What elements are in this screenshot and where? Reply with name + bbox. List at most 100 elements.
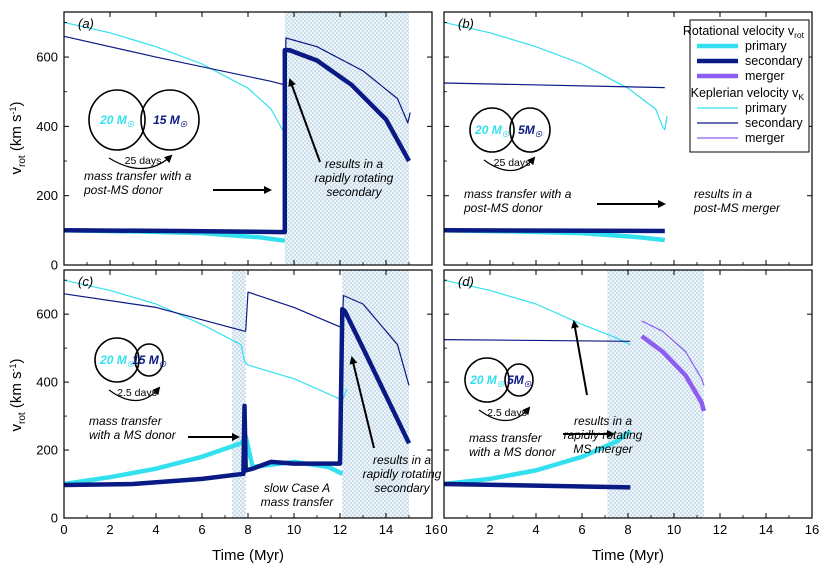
panel-c: 0 2 4 6 8 10 12 14 16 0 200 400 600 (c) mass transfer w… [36, 269, 442, 537]
annotation: results in a post-MS merger [693, 187, 781, 215]
x-axis-label: Time (Myr) [212, 547, 284, 564]
annotation-arrow [288, 78, 321, 163]
x-tick-label: 16 [805, 522, 819, 537]
x-tick-label: 12 [333, 522, 347, 537]
orbit-direction-arrow [483, 156, 536, 172]
legend-label-rotational-merger: merger [745, 69, 785, 83]
legend-title: Keplerian velocity vK [691, 86, 805, 102]
rotational-secondary-line [443, 481, 631, 490]
x-tick-label: 6 [198, 522, 205, 537]
secondary-roche-lobe [134, 343, 164, 377]
x-tick-label: 12 [713, 522, 727, 537]
legend: Rotational velocity vrot Keplerian veloci… [683, 19, 810, 153]
y-tick-label: 0 [51, 258, 58, 273]
annotation: mass transfer with a MS donor [469, 431, 557, 459]
keplerian-primary-line [443, 21, 668, 131]
binary-system-diagram: 20 M☉ 5M☉ 2.5 days [464, 357, 534, 422]
rotational-primary-line [443, 429, 632, 487]
primary-roche-lobe [469, 107, 515, 153]
annotation: mass transfer with a MS donor [89, 414, 177, 442]
x-tick-label: 6 [578, 522, 585, 537]
legend-label-keplerian-primary: primary [745, 101, 787, 115]
binary-system-diagram: 20 M☉ 15 M☉ 25 days [88, 89, 200, 170]
annotation: results in a rapidly rotating secondary [363, 453, 442, 495]
y-tick-label: 400 [36, 375, 58, 390]
x-tick-label: 2 [486, 522, 493, 537]
rotational-merger-line [640, 334, 707, 412]
x-tick-label: 0 [440, 522, 447, 537]
x-tick-label: 8 [624, 522, 631, 537]
orbit-direction-arrow [478, 406, 531, 422]
x-tick-label: 8 [244, 522, 251, 537]
y-tick-label: 600 [36, 50, 58, 65]
x-axis-label: Time (Myr) [592, 547, 664, 564]
orbit-direction-arrow [108, 386, 161, 402]
binary-system-diagram: 20 M☉15 M☉ 2.5 days [94, 337, 167, 402]
orbital-period-label: 25 days [494, 157, 531, 169]
x-tick-label: 4 [152, 522, 159, 537]
y-tick-label: 400 [36, 119, 58, 134]
mass-transfer-shading [231, 270, 246, 518]
primary-mass-label: 20 M☉ [99, 113, 135, 129]
x-tick-label: 10 [287, 522, 301, 537]
legend-label-rotational-primary: primary [745, 39, 787, 53]
secondary-mass-label: 5M☉ [507, 373, 532, 389]
annotation-arrow [349, 356, 375, 449]
mass-transfer-shading [607, 270, 704, 518]
y-axis-label: vrot (km s-1) [8, 358, 28, 431]
primary-mass-label: 20 M☉ [469, 373, 505, 389]
panel-letter: (c) [78, 274, 93, 289]
keplerian-secondary-line [63, 291, 410, 386]
y-tick-label: 200 [36, 188, 58, 203]
secondary-roche-lobe [140, 89, 200, 151]
secondary-roche-lobe [509, 107, 551, 153]
y-tick-label: 600 [36, 307, 58, 322]
primary-mass-label: 20 M☉ [99, 353, 135, 369]
keplerian-secondary-line [63, 35, 411, 124]
rotational-secondary-line [443, 228, 665, 234]
primary-roche-lobe [88, 89, 146, 151]
legend-label-keplerian-secondary: secondary [745, 116, 803, 130]
annotation: mass transfer with a post-MS donor [463, 187, 572, 215]
x-tick-label: 2 [106, 522, 113, 537]
primary-roche-lobe [464, 357, 510, 403]
panel-b: (b) mass transfer with a post-MS donor resu… [443, 11, 813, 266]
x-tick-label: 10 [667, 522, 681, 537]
y-tick-label: 200 [36, 443, 58, 458]
primary-mass-label: 20 M☉ [474, 123, 510, 139]
annotation: mass transfer with a post-MS donor [83, 169, 192, 197]
binary-system-diagram: 20 M☉ 5M☉ 25 days [469, 107, 551, 172]
x-tick-label: 14 [379, 522, 393, 537]
orbital-period-label: 2.5 days [117, 387, 157, 399]
panel-a: 0 200 400 600 (a) mass transfer with a post-MS… [36, 11, 433, 273]
secondary-mass-label: 15 M☉ [153, 113, 188, 129]
x-tick-label: 0 [60, 522, 67, 537]
legend-title: Rotational velocity vrot [683, 24, 805, 40]
legend-label-keplerian-merger: merger [745, 131, 785, 145]
rotational-secondary-line [63, 306, 412, 488]
keplerian-merger-line [641, 320, 705, 386]
annotation-arrow [571, 320, 588, 396]
orbit-direction-arrow [108, 154, 173, 170]
keplerian-primary-line [443, 279, 631, 346]
orbital-period-label: 2.5 days [487, 407, 527, 419]
secondary-mass-label: 5M☉ [518, 123, 543, 139]
panel-letter: (a) [78, 16, 94, 31]
secondary-roche-lobe [504, 363, 534, 397]
mass-transfer-shading [284, 12, 409, 265]
panel-letter: (d) [458, 274, 474, 289]
panel-letter: (b) [458, 16, 474, 31]
panel-d: 0 2 4 6 8 10 12 14 16 (d) mass transfer with a MS d… [440, 269, 819, 537]
primary-roche-lobe [94, 337, 140, 383]
x-tick-label: 16 [425, 522, 439, 537]
x-tick-label: 14 [759, 522, 773, 537]
legend-label-rotational-secondary: secondary [745, 54, 803, 68]
x-tick-label: 4 [532, 522, 539, 537]
legend-box [689, 19, 810, 153]
keplerian-secondary-line [443, 82, 665, 89]
mass-transfer-shading [342, 270, 409, 518]
orbital-period-label: 25 days [125, 155, 162, 167]
